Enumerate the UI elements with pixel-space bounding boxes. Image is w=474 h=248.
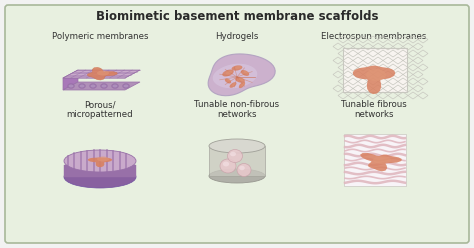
Ellipse shape xyxy=(232,65,242,71)
Ellipse shape xyxy=(100,84,108,89)
Polygon shape xyxy=(353,66,395,94)
Ellipse shape xyxy=(124,85,128,88)
Text: Tunable non-fibrous
networks: Tunable non-fibrous networks xyxy=(194,100,280,119)
Ellipse shape xyxy=(220,159,236,173)
Text: Porous/
micropatterned: Porous/ micropatterned xyxy=(67,100,133,119)
Ellipse shape xyxy=(244,71,248,74)
Ellipse shape xyxy=(64,166,136,188)
Ellipse shape xyxy=(97,70,109,75)
Ellipse shape xyxy=(227,79,231,82)
Ellipse shape xyxy=(229,82,237,88)
Ellipse shape xyxy=(230,152,236,156)
Polygon shape xyxy=(63,82,140,90)
Ellipse shape xyxy=(237,163,251,177)
Ellipse shape xyxy=(80,85,84,88)
Ellipse shape xyxy=(64,150,136,172)
Ellipse shape xyxy=(235,66,241,69)
Polygon shape xyxy=(63,70,78,90)
Ellipse shape xyxy=(241,83,245,86)
FancyBboxPatch shape xyxy=(209,146,265,176)
Polygon shape xyxy=(63,70,140,78)
Ellipse shape xyxy=(90,84,97,89)
FancyBboxPatch shape xyxy=(5,5,469,243)
Polygon shape xyxy=(360,153,402,171)
Text: Biomimetic basement membrane scaffolds: Biomimetic basement membrane scaffolds xyxy=(96,10,378,23)
Text: Hydrogels: Hydrogels xyxy=(215,32,259,41)
Ellipse shape xyxy=(239,82,245,88)
Ellipse shape xyxy=(222,69,234,76)
Ellipse shape xyxy=(79,84,85,89)
Ellipse shape xyxy=(225,79,231,84)
Ellipse shape xyxy=(69,85,73,88)
Ellipse shape xyxy=(226,71,232,74)
FancyBboxPatch shape xyxy=(344,134,406,186)
Ellipse shape xyxy=(97,156,109,161)
Ellipse shape xyxy=(67,84,74,89)
Ellipse shape xyxy=(232,83,236,86)
Polygon shape xyxy=(208,54,275,96)
Ellipse shape xyxy=(373,156,391,164)
Ellipse shape xyxy=(91,85,95,88)
Ellipse shape xyxy=(238,78,244,81)
Ellipse shape xyxy=(111,84,118,89)
Ellipse shape xyxy=(241,70,249,76)
Text: Tunable fibrous
networks: Tunable fibrous networks xyxy=(341,100,407,119)
FancyBboxPatch shape xyxy=(343,48,407,92)
Ellipse shape xyxy=(235,77,245,83)
Polygon shape xyxy=(64,165,136,177)
Polygon shape xyxy=(87,67,117,80)
Ellipse shape xyxy=(366,69,386,81)
Ellipse shape xyxy=(209,139,265,153)
Ellipse shape xyxy=(239,166,245,170)
Ellipse shape xyxy=(223,161,229,166)
Text: Electrospun membranes: Electrospun membranes xyxy=(321,32,427,41)
Ellipse shape xyxy=(122,84,129,89)
Polygon shape xyxy=(88,157,112,167)
Text: Polymeric membranes: Polymeric membranes xyxy=(52,32,148,41)
Ellipse shape xyxy=(112,85,118,88)
Ellipse shape xyxy=(228,150,243,162)
Ellipse shape xyxy=(209,169,265,183)
Polygon shape xyxy=(213,64,257,88)
Ellipse shape xyxy=(101,85,107,88)
